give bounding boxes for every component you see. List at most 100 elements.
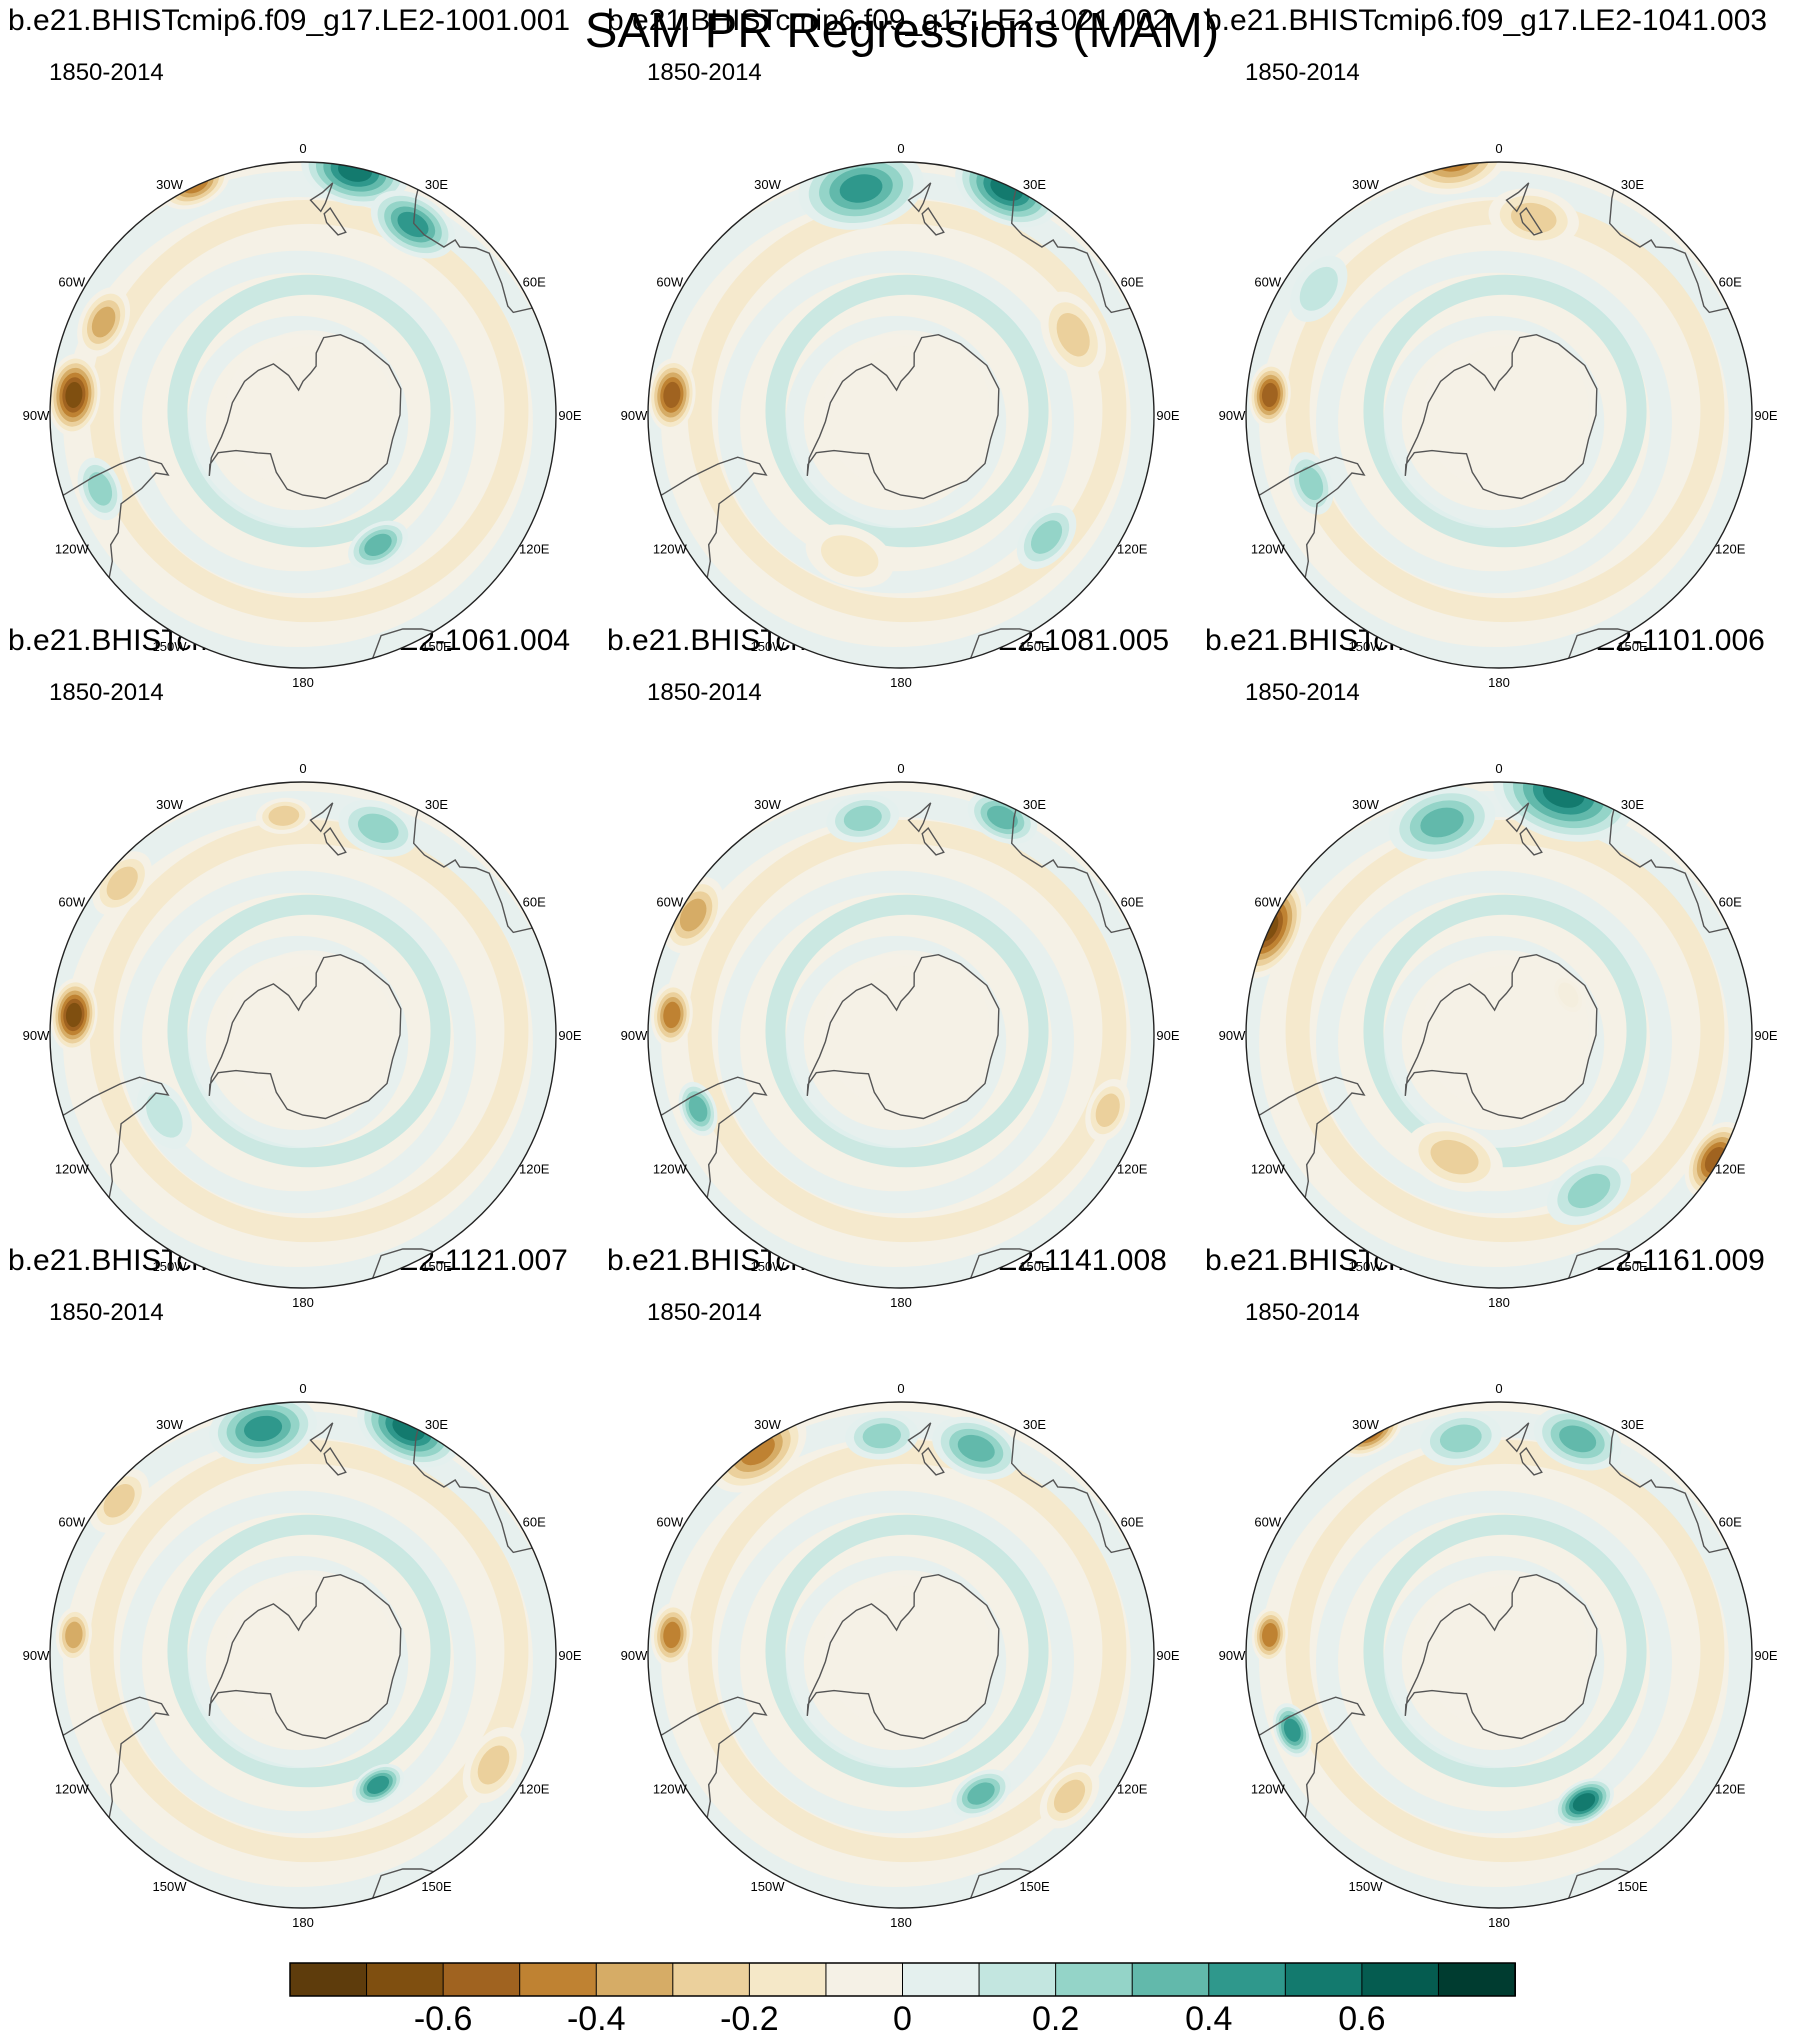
coastline [1258, 1076, 1366, 1198]
map-panel [1246, 782, 1752, 1288]
anomaly-ring [1363, 274, 1647, 548]
coastline [806, 333, 1000, 500]
coastline [323, 207, 347, 236]
map-panel [648, 782, 1154, 1288]
longitude-label: 120E [519, 1782, 550, 1797]
anomaly-ring [1285, 819, 1725, 1243]
longitude-label: 150W [751, 1259, 786, 1274]
coastline [309, 802, 334, 833]
map-boundary [49, 161, 557, 669]
anomaly-blob [839, 174, 883, 203]
longitude-label: 90E [1156, 1028, 1179, 1043]
longitude-label: 150E [1019, 639, 1050, 654]
coastline [1519, 1447, 1543, 1476]
anomaly-ring [1383, 315, 1605, 529]
coastline [1608, 189, 1729, 314]
longitude-label: 60E [1719, 1515, 1742, 1530]
coastline [323, 827, 347, 856]
longitude-label: 120E [519, 542, 550, 557]
longitude-label: 60E [1719, 895, 1742, 910]
coastline [921, 207, 945, 236]
longitude-label: 30E [1023, 797, 1046, 812]
coastline [1519, 827, 1543, 856]
coastline [907, 1422, 932, 1453]
anomaly-blob [1420, 807, 1464, 838]
anomaly-blob [65, 381, 83, 408]
anomaly-blob [663, 381, 681, 409]
map-panel [50, 162, 556, 668]
colorbar-tick-label: 0.6 [1338, 2000, 1386, 2038]
longitude-label: 0 [897, 1381, 904, 1396]
anomaly-blob [91, 306, 116, 338]
longitude-label: 30W [156, 797, 183, 812]
anomaly-blob [106, 866, 138, 901]
longitude-label: 60E [1121, 1515, 1144, 1530]
longitude-label: 60E [523, 275, 546, 290]
anomaly-blob [679, 898, 707, 932]
longitude-label: 60W [1254, 895, 1281, 910]
anomaly-ring [1316, 870, 1672, 1214]
longitude-label: 120E [1117, 542, 1148, 557]
anomaly-ring [1316, 1490, 1672, 1834]
anomaly-blob [1430, 1139, 1479, 1175]
longitude-label: 150W [751, 639, 786, 654]
coastline [309, 1422, 334, 1453]
anomaly-ring [785, 1555, 1007, 1769]
coastline [323, 1447, 347, 1476]
coastline [309, 182, 334, 213]
longitude-label: 90E [1754, 1028, 1777, 1043]
anomaly-ring [1316, 250, 1672, 594]
longitude-label: 120E [1715, 1782, 1746, 1797]
anomaly-blob [1439, 1424, 1482, 1453]
longitude-label: 30E [1621, 177, 1644, 192]
anomaly-blob [65, 1002, 82, 1028]
panel-title: b.e21.BHISTcmip6.f09_g17.LE2-1041.003 [1205, 4, 1768, 37]
period-label: 1850-2014 [647, 679, 762, 706]
longitude-label: 90E [1156, 408, 1179, 423]
longitude-label: 30W [156, 1417, 183, 1432]
panel-title: b.e21.BHISTcmip6.f09_g17.LE2-1021.002 [607, 4, 1170, 37]
longitude-label: 0 [1495, 761, 1502, 776]
colorbar-swatch [748, 1962, 827, 1997]
longitude-label: 120E [1715, 542, 1746, 557]
longitude-label: 0 [299, 1381, 306, 1396]
colorbar-swatch [1437, 1962, 1516, 1997]
longitude-label: 180 [890, 675, 912, 690]
colorbar-swatch [1131, 1962, 1210, 1997]
coastline [806, 1573, 1000, 1740]
longitude-label: 180 [1488, 675, 1510, 690]
longitude-label: 120W [653, 542, 688, 557]
anomaly-ring [89, 819, 529, 1243]
anomaly-ring [89, 1439, 529, 1863]
longitude-label: 30E [1023, 1417, 1046, 1432]
longitude-label: 90E [1156, 1648, 1179, 1663]
coastline [62, 1076, 170, 1198]
colorbar-tick-label: -0.2 [720, 2000, 779, 2038]
anomaly-blob [1262, 1622, 1278, 1647]
coastline [1608, 809, 1729, 934]
longitude-label: 30W [1352, 1417, 1379, 1432]
figure-title: SAM PR Regressions (MAM) [584, 4, 1220, 58]
longitude-label: 60E [523, 1515, 546, 1530]
anomaly-blob [146, 1092, 183, 1138]
anomaly-blob [366, 1775, 390, 1794]
map-boundary [647, 1401, 1155, 1909]
coastline [412, 189, 533, 314]
longitude-label: 120E [519, 1162, 550, 1177]
colorbar-swatch [1055, 1962, 1134, 1997]
anomaly-ring [718, 1490, 1074, 1834]
longitude-label: 180 [292, 1295, 314, 1310]
coastline [1010, 1429, 1131, 1554]
colorbar-swatch [442, 1962, 521, 1997]
anomaly-ring [687, 199, 1127, 623]
longitude-label: 90W [621, 1028, 648, 1043]
longitude-label: 120W [653, 1162, 688, 1177]
coastline [660, 1076, 768, 1198]
colorbar-tick-label: -0.6 [413, 2000, 473, 2038]
longitude-label: 90W [621, 408, 648, 423]
anomaly-ring [167, 1514, 451, 1788]
anomaly-blob [268, 805, 300, 826]
longitude-label: 150E [421, 1879, 452, 1894]
longitude-label: 30E [425, 1417, 448, 1432]
anomaly-blob [1299, 266, 1338, 311]
